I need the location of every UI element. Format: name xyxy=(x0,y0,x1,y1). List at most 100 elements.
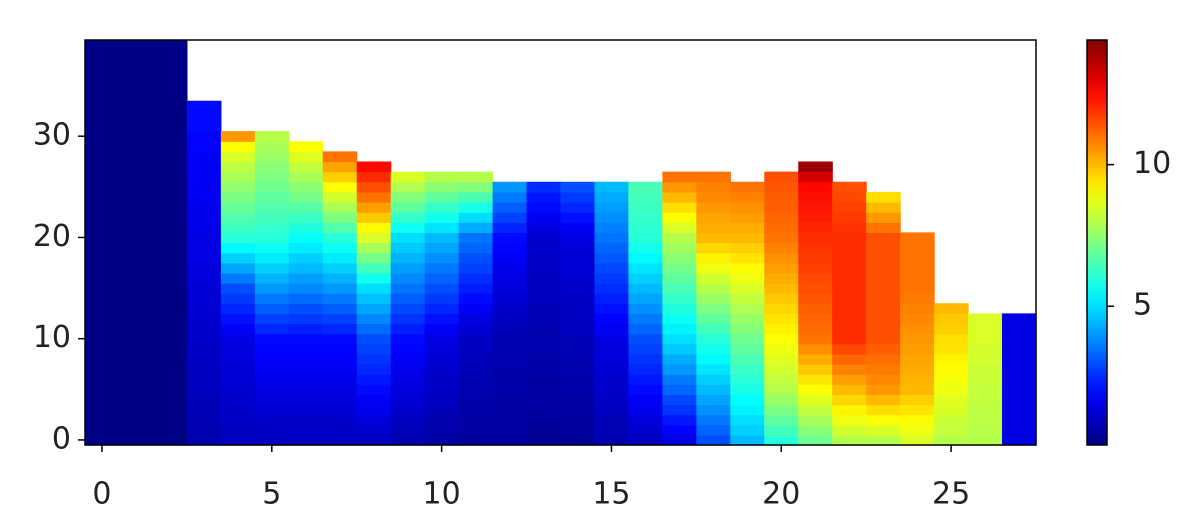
heatmap-cell xyxy=(968,394,1003,406)
heatmap-cell xyxy=(662,434,697,446)
heatmap-cell xyxy=(85,131,120,142)
heatmap-cell xyxy=(662,424,697,436)
heatmap-cell xyxy=(356,333,392,345)
heatmap-cell xyxy=(458,212,494,223)
heatmap-cell xyxy=(288,222,324,233)
heatmap-cell xyxy=(696,181,731,193)
heatmap-cell xyxy=(85,60,120,71)
heatmap-cell xyxy=(1002,434,1037,446)
heatmap-cell xyxy=(900,272,935,284)
heatmap-cell xyxy=(662,333,697,345)
heatmap-cell xyxy=(186,434,222,446)
heatmap-cell xyxy=(934,313,969,325)
heatmap-cell xyxy=(798,171,833,183)
heatmap-cell xyxy=(458,171,494,183)
heatmap-cell xyxy=(628,252,663,264)
heatmap-cell xyxy=(356,252,392,264)
heatmap-cell xyxy=(900,414,935,426)
heatmap-cell xyxy=(900,374,935,385)
heatmap-cell xyxy=(560,283,596,294)
heatmap-cell xyxy=(220,171,256,183)
heatmap-cell xyxy=(968,404,1003,416)
heatmap-cell xyxy=(424,343,460,355)
heatmap-cell xyxy=(934,394,969,406)
heatmap-cell xyxy=(492,272,528,284)
heatmap-cell xyxy=(492,293,528,304)
heatmap-cell xyxy=(662,374,697,385)
heatmap-cell xyxy=(696,343,731,355)
heatmap-cell xyxy=(594,384,630,395)
heatmap-cell xyxy=(662,313,697,325)
heatmap-cell xyxy=(526,272,562,284)
heatmap-cell xyxy=(866,424,901,436)
heatmap-cell xyxy=(152,252,188,264)
heatmap-cell xyxy=(152,293,188,304)
heatmap-cell xyxy=(322,414,358,426)
heatmap-cell xyxy=(186,161,222,173)
heatmap-cell xyxy=(322,374,358,385)
heatmap-cell xyxy=(424,303,460,314)
heatmap-cell xyxy=(186,232,222,244)
heatmap-cell xyxy=(118,353,154,365)
heatmap-cell xyxy=(764,353,799,365)
heatmap-cell xyxy=(560,343,596,355)
heatmap-cell xyxy=(186,151,222,163)
heatmap-cell xyxy=(458,181,494,193)
heatmap-cell xyxy=(254,414,290,426)
heatmap-cell xyxy=(152,262,188,274)
heatmap-cell xyxy=(288,293,324,304)
heatmap-cell xyxy=(390,283,426,294)
x-tick-label: 20 xyxy=(762,477,800,512)
heatmap-cell xyxy=(866,343,901,355)
heatmap-cell xyxy=(866,333,901,345)
heatmap-cell xyxy=(118,293,154,304)
heatmap-cell xyxy=(356,262,392,274)
heatmap-cell xyxy=(696,212,731,223)
heatmap-cell xyxy=(322,394,358,406)
heatmap-cell xyxy=(798,212,833,223)
heatmap-cell xyxy=(1002,394,1037,406)
heatmap-cell xyxy=(526,434,562,446)
heatmap-cell xyxy=(696,394,731,406)
heatmap-cell xyxy=(152,191,188,203)
heatmap-cell xyxy=(118,333,154,345)
heatmap-cell xyxy=(662,364,697,375)
heatmap-cell xyxy=(424,283,460,294)
heatmap-cell xyxy=(866,191,901,203)
heatmap-cell xyxy=(798,333,833,345)
heatmap-cell xyxy=(628,434,663,446)
heatmap-cell xyxy=(152,110,188,122)
heatmap-cell xyxy=(254,171,290,183)
heatmap-cell xyxy=(866,283,901,294)
heatmap-cell xyxy=(628,424,663,436)
y-tick-label: 20 xyxy=(33,219,71,254)
heatmap-cell xyxy=(322,364,358,375)
colorbar xyxy=(1086,39,1108,446)
heatmap-cell xyxy=(662,232,697,244)
heatmap-cell xyxy=(1002,333,1037,345)
heatmap-cell xyxy=(118,323,154,335)
heatmap-cell xyxy=(696,353,731,365)
heatmap-cell xyxy=(288,283,324,294)
y-tick-label: 10 xyxy=(33,320,71,355)
heatmap-cell xyxy=(832,313,867,325)
heatmap-cell xyxy=(85,50,120,61)
heatmap-cell xyxy=(85,141,120,152)
heatmap-cell xyxy=(798,343,833,355)
heatmap-cell xyxy=(322,191,358,203)
heatmap-cell xyxy=(118,171,154,183)
heatmap-cell xyxy=(730,384,765,395)
heatmap-cell xyxy=(390,262,426,274)
heatmap-cell xyxy=(730,283,765,294)
heatmap-cell xyxy=(730,293,765,304)
heatmap-cell xyxy=(152,181,188,193)
heatmap-cell xyxy=(390,414,426,426)
heatmap-cell xyxy=(322,333,358,345)
heatmap-cell xyxy=(322,202,358,213)
heatmap-cell xyxy=(594,434,630,446)
heatmap-cell xyxy=(186,303,222,314)
heatmap-cell xyxy=(662,191,697,203)
heatmap-cell xyxy=(492,353,528,365)
heatmap-cell xyxy=(594,191,630,203)
heatmap-cell xyxy=(186,212,222,223)
